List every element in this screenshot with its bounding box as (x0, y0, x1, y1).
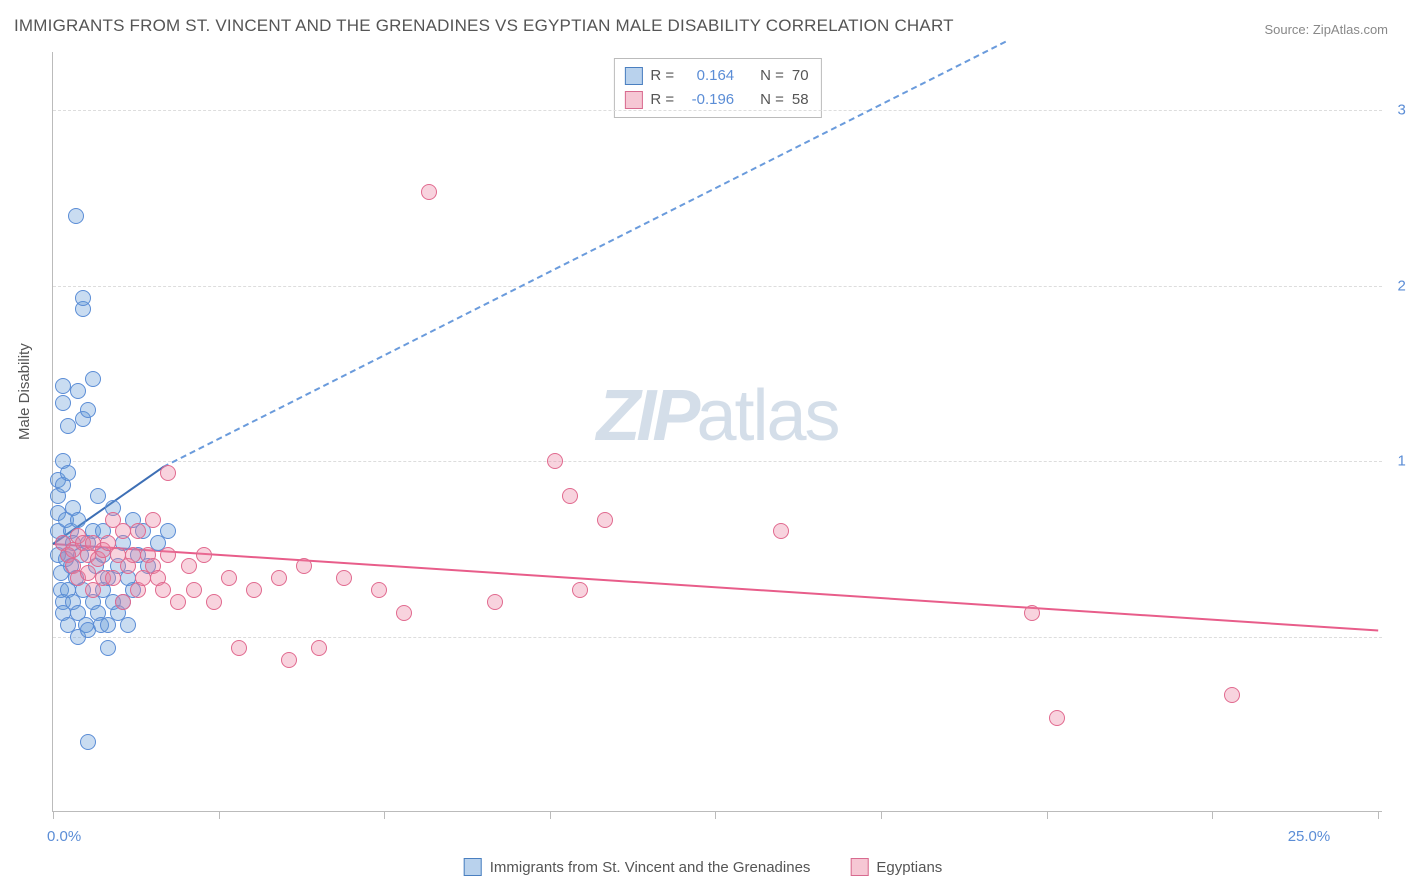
r-value: -0.196 (682, 88, 734, 112)
data-point (1024, 605, 1040, 621)
data-point (115, 523, 131, 539)
data-point (336, 570, 352, 586)
n-value: 70 (792, 64, 809, 88)
legend-row-blue: R = 0.164 N = 70 (624, 64, 808, 88)
x-tick (881, 811, 882, 819)
data-point (281, 652, 297, 668)
swatch-icon (464, 858, 482, 876)
legend-item-blue: Immigrants from St. Vincent and the Gren… (464, 858, 811, 876)
y-axis-label: Male Disability (16, 343, 33, 440)
source-attribution: Source: ZipAtlas.com (1264, 22, 1388, 37)
scatter-plot: ZIPatlas R = 0.164 N = 70 R = -0.196 N =… (52, 52, 1382, 812)
x-tick-label: 0.0% (47, 828, 81, 845)
data-point (170, 594, 186, 610)
data-point (1224, 687, 1240, 703)
data-point (487, 594, 503, 610)
data-point (80, 565, 96, 581)
data-point (115, 594, 131, 610)
swatch-icon (624, 91, 642, 109)
data-point (547, 453, 563, 469)
data-point (55, 378, 71, 394)
y-tick-label: 22.5% (1397, 277, 1406, 294)
data-point (60, 465, 76, 481)
trend-line (163, 40, 1007, 467)
data-point (421, 184, 437, 200)
data-point (160, 523, 176, 539)
data-point (145, 512, 161, 528)
x-tick (1212, 811, 1213, 819)
data-point (60, 418, 76, 434)
y-tick-label: 15.0% (1397, 453, 1406, 470)
data-point (105, 570, 121, 586)
data-point (155, 582, 171, 598)
x-tick-label: 25.0% (1288, 828, 1331, 845)
r-value: 0.164 (682, 64, 734, 88)
correlation-legend: R = 0.164 N = 70 R = -0.196 N = 58 (613, 58, 821, 118)
data-point (75, 290, 91, 306)
x-tick (219, 811, 220, 819)
data-point (80, 734, 96, 750)
x-tick (550, 811, 551, 819)
gridline-h (53, 461, 1382, 462)
y-tick-label: 30.0% (1397, 102, 1406, 119)
legend-row-pink: R = -0.196 N = 58 (624, 88, 808, 112)
data-point (196, 547, 212, 563)
data-point (85, 371, 101, 387)
chart-title: IMMIGRANTS FROM ST. VINCENT AND THE GREN… (14, 16, 954, 36)
x-tick (1047, 811, 1048, 819)
gridline-h (53, 110, 1382, 111)
data-point (68, 208, 84, 224)
gridline-h (53, 637, 1382, 638)
data-point (55, 395, 71, 411)
data-point (100, 640, 116, 656)
data-point (271, 570, 287, 586)
x-tick (53, 811, 54, 819)
data-point (160, 465, 176, 481)
data-point (371, 582, 387, 598)
data-point (296, 558, 312, 574)
data-point (70, 383, 86, 399)
data-point (597, 512, 613, 528)
series-legend: Immigrants from St. Vincent and the Gren… (464, 858, 943, 876)
data-point (773, 523, 789, 539)
data-point (70, 512, 86, 528)
x-tick (1378, 811, 1379, 819)
data-point (231, 640, 247, 656)
data-point (120, 617, 136, 633)
data-point (221, 570, 237, 586)
swatch-icon (850, 858, 868, 876)
data-point (562, 488, 578, 504)
x-tick (715, 811, 716, 819)
data-point (186, 582, 202, 598)
data-point (160, 547, 176, 563)
data-point (90, 488, 106, 504)
data-point (80, 402, 96, 418)
watermark: ZIPatlas (596, 375, 838, 457)
data-point (181, 558, 197, 574)
swatch-icon (624, 67, 642, 85)
data-point (396, 605, 412, 621)
n-value: 58 (792, 88, 809, 112)
data-point (246, 582, 262, 598)
data-point (1049, 710, 1065, 726)
x-tick (384, 811, 385, 819)
data-point (125, 547, 141, 563)
gridline-h (53, 286, 1382, 287)
data-point (206, 594, 222, 610)
data-point (572, 582, 588, 598)
legend-item-pink: Egyptians (850, 858, 942, 876)
data-point (130, 523, 146, 539)
data-point (311, 640, 327, 656)
